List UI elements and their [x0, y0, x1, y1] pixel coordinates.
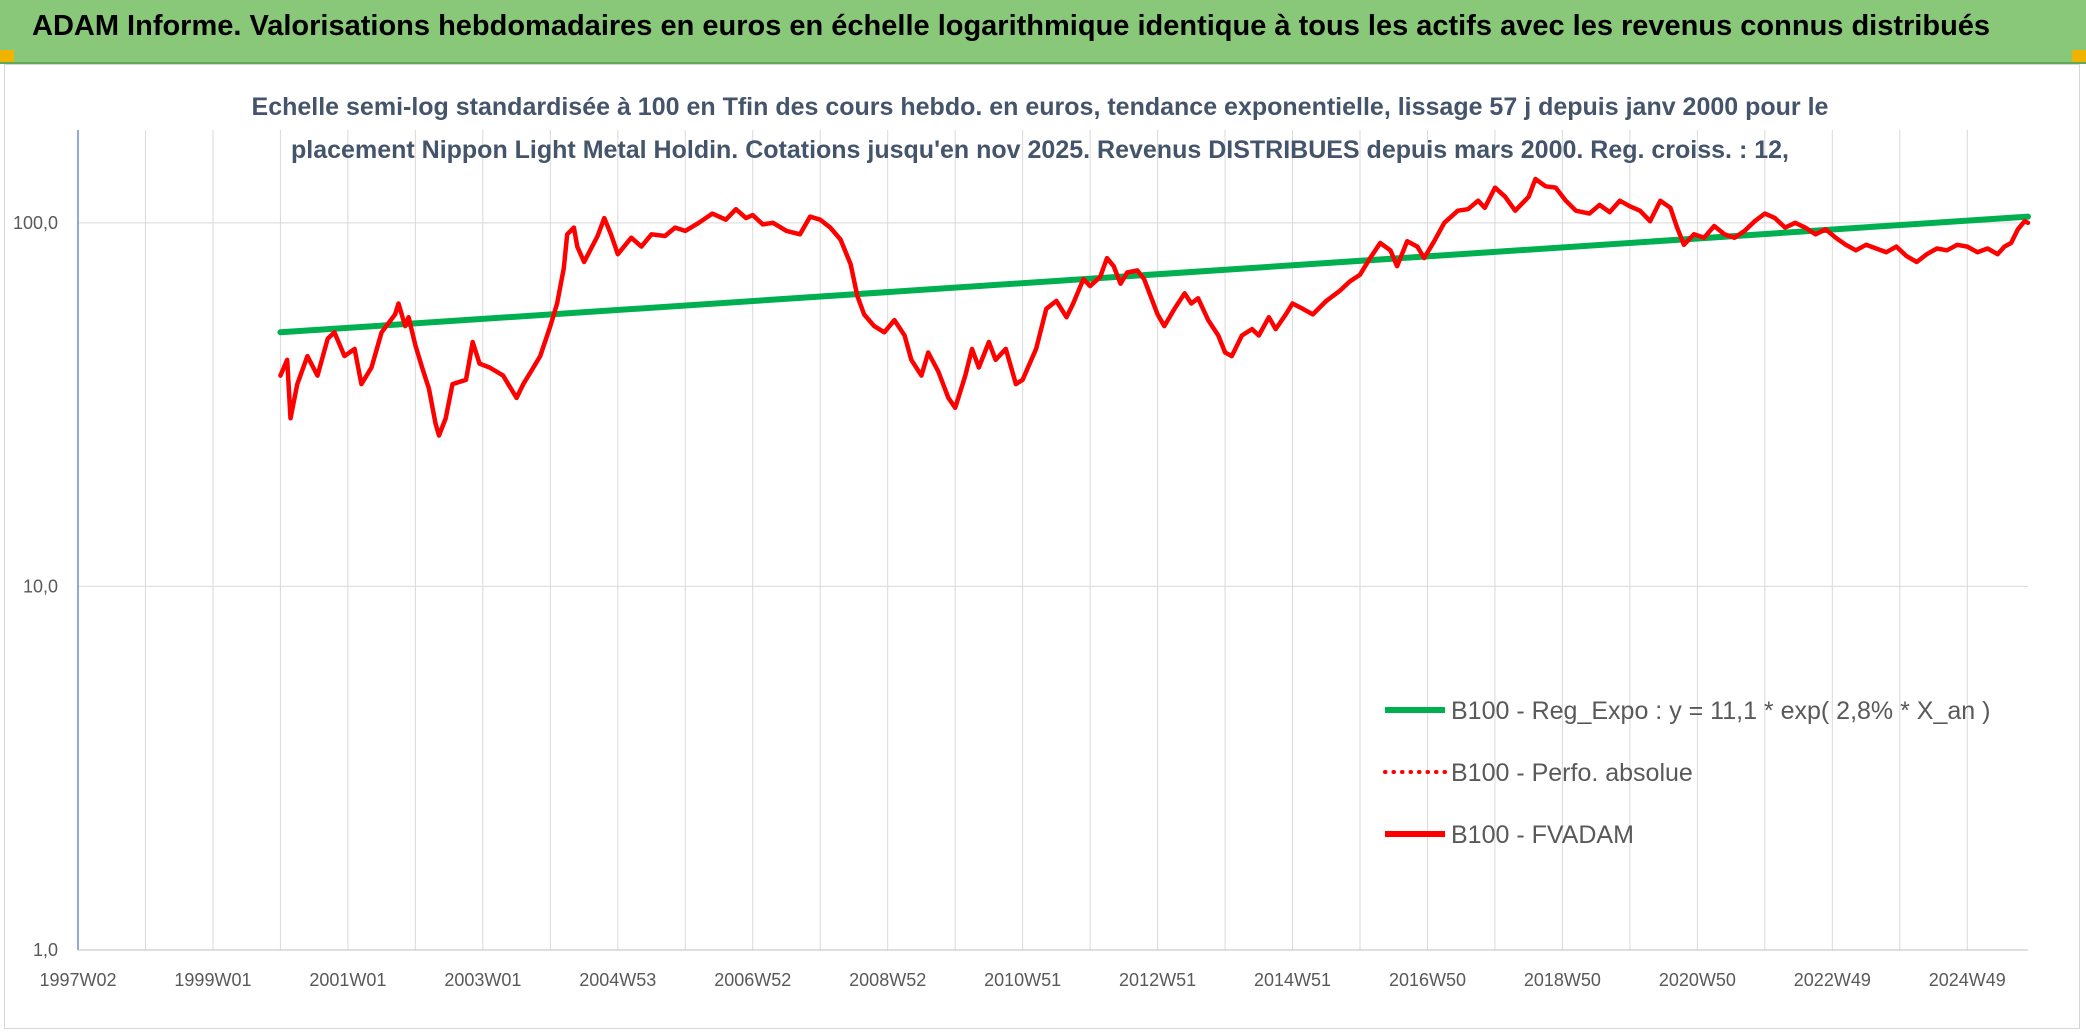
x-tick-label: 2010W51: [984, 970, 1061, 990]
x-tick-label: 2020W50: [1659, 970, 1736, 990]
chart-subtitle-line-2: placement Nippon Light Metal Holdin. Cot…: [291, 136, 1789, 164]
chart-subtitle: Echelle semi-log standardisée à 100 en T…: [252, 93, 1829, 164]
x-tick-label: 2006W52: [714, 970, 791, 990]
x-tick-label: 2008W52: [849, 970, 926, 990]
report-banner: ADAM Informe. Valorisations hebdomadaire…: [0, 0, 2086, 64]
regression-line: [277, 213, 2031, 336]
fvadam-line: [278, 176, 2031, 438]
legend-item-perfo-label: B100 - Perfo. absolue: [1451, 759, 1693, 787]
y-tick-label: 1,0: [33, 940, 58, 960]
axis-layer: 1997W02 1999W01 2001W01 2003W01 2004W53 2006W…: [13, 130, 2028, 990]
x-tick-label: 1997W02: [39, 970, 116, 990]
legend: B100 - Reg_Expo : y = 11,1 * exp( 2,8% *…: [1383, 697, 1990, 849]
corner-marker-right: [2072, 50, 2086, 62]
x-tick-label: 2024W49: [1929, 970, 2006, 990]
x-tick-label: 2014W51: [1254, 970, 1331, 990]
legend-item-fvadam-label: B100 - FVADAM: [1451, 821, 1634, 849]
corner-marker-left: [0, 50, 14, 62]
legend-item-regression-label: B100 - Reg_Expo : y = 11,1 * exp( 2,8% *…: [1451, 697, 1990, 725]
x-tick-label: 2018W50: [1524, 970, 1601, 990]
x-tick-label: 2022W49: [1794, 970, 1871, 990]
x-tick-label: 2003W01: [444, 970, 521, 990]
x-tick-label: 2001W01: [309, 970, 386, 990]
x-tick-label: 2004W53: [579, 970, 656, 990]
y-tick-label: 100,0: [13, 213, 58, 233]
grid-layer: [78, 130, 2028, 951]
y-tick-label: 10,0: [23, 576, 58, 596]
chart-subtitle-line-1: Echelle semi-log standardisée à 100 en T…: [252, 93, 1829, 121]
series-layer: [277, 176, 2031, 438]
report-title: ADAM Informe. Valorisations hebdomadaire…: [32, 10, 1991, 42]
chart-frame: [4, 64, 2080, 1029]
x-tick-label: 1999W01: [174, 970, 251, 990]
x-tick-label: 2016W50: [1389, 970, 1466, 990]
x-tick-label: 2012W51: [1119, 970, 1196, 990]
